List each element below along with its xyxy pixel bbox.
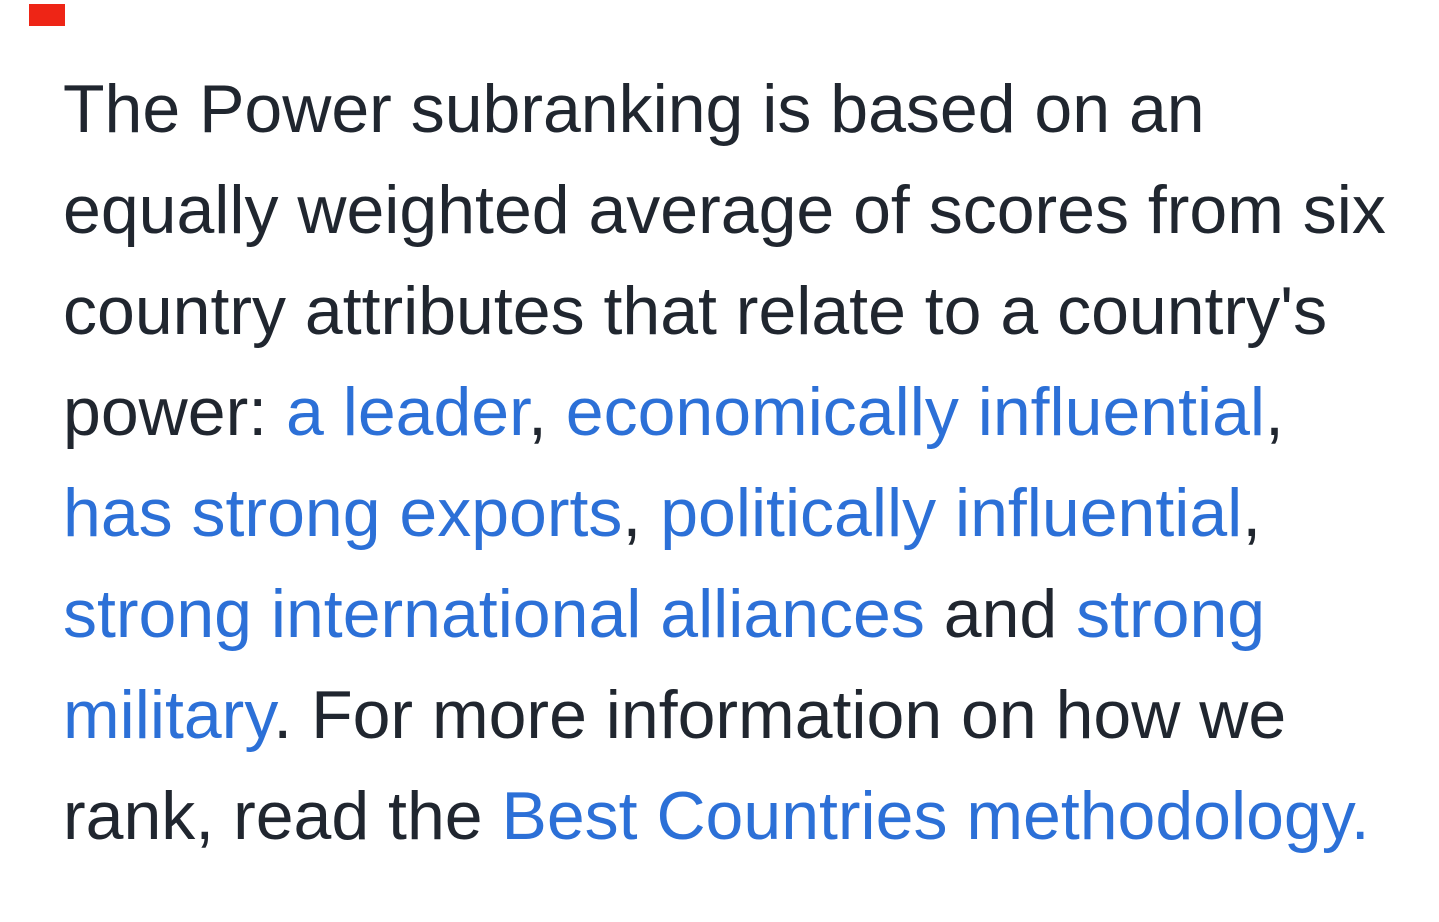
text-segment: rank, read the bbox=[63, 778, 502, 854]
text-segment: The Power subranking is based on an bbox=[63, 71, 1205, 147]
link-best-countries-methodology[interactable]: Best Countries methodology. bbox=[501, 778, 1370, 854]
text-segment: , bbox=[1265, 374, 1284, 450]
text-line: equally weighted average of scores from … bbox=[63, 160, 1403, 261]
text-segment: , bbox=[527, 374, 566, 450]
text-line: military. For more information on how we bbox=[63, 665, 1403, 766]
power-subranking-paragraph: The Power subranking is based on an equal… bbox=[63, 59, 1403, 867]
text-line: has strong exports, politically influent… bbox=[63, 463, 1403, 564]
text-line: rank, read the Best Countries methodolog… bbox=[63, 766, 1403, 867]
link-has-strong-exports[interactable]: has strong exports bbox=[63, 475, 623, 551]
text-line: power: a leader, economically influentia… bbox=[63, 362, 1403, 463]
link-politically-influential[interactable]: politically influential bbox=[660, 475, 1243, 551]
text-segment: equally weighted average of scores from … bbox=[63, 172, 1386, 248]
text-line: country attributes that relate to a coun… bbox=[63, 261, 1403, 362]
red-marker-box bbox=[29, 4, 65, 26]
text-line: strong international alliances and stron… bbox=[63, 564, 1403, 665]
text-line: The Power subranking is based on an bbox=[63, 59, 1403, 160]
text-segment: power: bbox=[63, 374, 286, 450]
link-economically-influential[interactable]: economically influential bbox=[565, 374, 1266, 450]
text-segment: , bbox=[1242, 475, 1262, 551]
link-strong-military[interactable]: strong bbox=[1076, 576, 1266, 652]
text-segment: , bbox=[622, 475, 661, 551]
link-strong-military[interactable]: military bbox=[63, 677, 274, 753]
text-segment: and bbox=[924, 576, 1077, 652]
link-strong-international-alliances[interactable]: strong international alliances bbox=[63, 576, 925, 652]
text-segment: . For more information on how we bbox=[273, 677, 1287, 753]
link-a-leader[interactable]: a leader bbox=[286, 374, 528, 450]
text-segment: country attributes that relate to a coun… bbox=[63, 273, 1328, 349]
